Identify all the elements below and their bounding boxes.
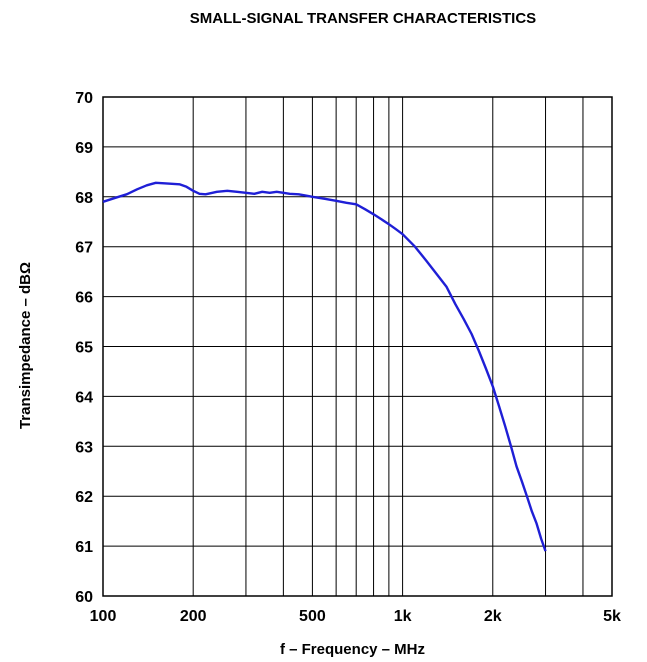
y-tick-label: 67 bbox=[75, 240, 93, 257]
series-layer bbox=[102, 181, 547, 552]
x-tick-label: 500 bbox=[299, 608, 326, 625]
x-tick-label: 2k bbox=[484, 608, 502, 625]
x-tick-labels: 100 200 500 1k 2k 5k bbox=[90, 608, 621, 625]
x-tick-label: 1k bbox=[394, 608, 412, 625]
y-tick-label: 70 bbox=[75, 90, 93, 107]
y-tick-label: 66 bbox=[75, 290, 93, 307]
x-axis-label: f – Frequency – MHz bbox=[280, 641, 425, 658]
x-tick-label: 5k bbox=[603, 608, 621, 625]
y-axis-label: Transimpedance – dBΩ bbox=[17, 262, 34, 429]
chart-title: SMALL-SIGNAL TRANSFER CHARACTERISTICS bbox=[190, 10, 536, 27]
y-tick-label: 61 bbox=[75, 539, 93, 556]
x-tick-label: 200 bbox=[180, 608, 207, 625]
series-line bbox=[102, 181, 547, 552]
plot-frame bbox=[102, 96, 613, 597]
y-tick-label: 64 bbox=[75, 389, 93, 406]
y-tick-label: 62 bbox=[75, 489, 93, 506]
x-tick-label: 100 bbox=[90, 608, 117, 625]
y-tick-label: 60 bbox=[75, 589, 93, 606]
y-tick-label: 68 bbox=[75, 190, 93, 207]
y-tick-label: 63 bbox=[75, 439, 93, 456]
y-tick-label: 69 bbox=[75, 140, 93, 157]
y-tick-labels: 60 61 62 63 64 65 66 67 68 69 70 bbox=[75, 90, 93, 606]
y-tick-label: 65 bbox=[75, 340, 93, 357]
